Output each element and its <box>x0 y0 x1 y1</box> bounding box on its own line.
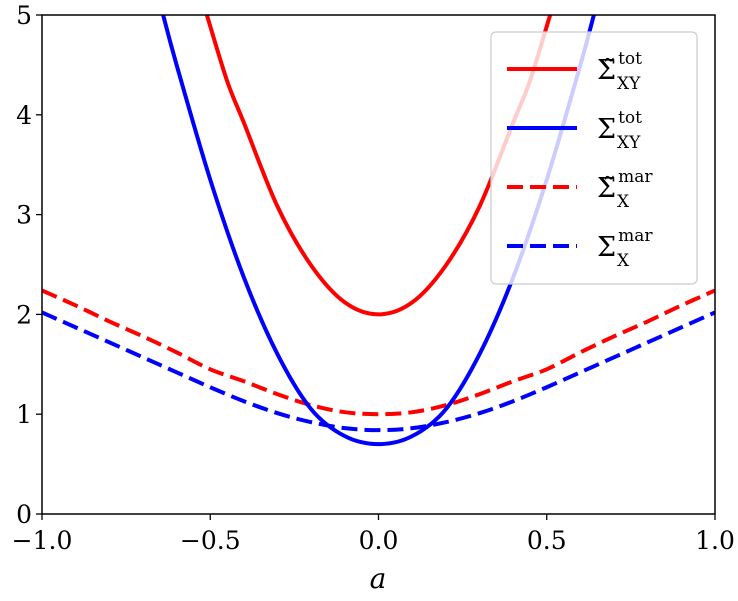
y-tick-label: 3 <box>16 201 32 230</box>
series-line-sigma_tilde_mar_x <box>42 288 715 417</box>
y-axis: 0 1 2 3 4 5 <box>16 1 42 529</box>
y-tick-label: 4 <box>16 101 32 130</box>
series-line-sigma_mar_x <box>42 310 715 433</box>
x-tick-label: −0.5 <box>180 526 241 555</box>
legend-label-sigma_tilde_tot_xy: Σ̃ tot XY <box>597 49 642 94</box>
x-tick-label: 1.0 <box>695 526 735 555</box>
legend: Σ̃ tot XY Σ tot XY Σ̃ mar X Σ mar X <box>490 31 698 285</box>
x-tick-label: −1.0 <box>12 526 73 555</box>
x-tick-label: 0.0 <box>359 526 399 555</box>
y-tick-label: 1 <box>16 400 32 429</box>
x-axis-title: a <box>370 562 387 595</box>
x-axis: −1.0 −0.5 0.0 0.5 1.0 <box>12 514 735 555</box>
y-tick-label: 2 <box>16 300 32 329</box>
legend-label-sigma_tilde_mar_x: Σ̃ mar X <box>597 167 653 212</box>
legend-box <box>490 31 698 285</box>
x-tick-label: 0.5 <box>527 526 567 555</box>
y-tick-label: 0 <box>16 500 32 529</box>
y-tick-label: 5 <box>16 1 32 30</box>
